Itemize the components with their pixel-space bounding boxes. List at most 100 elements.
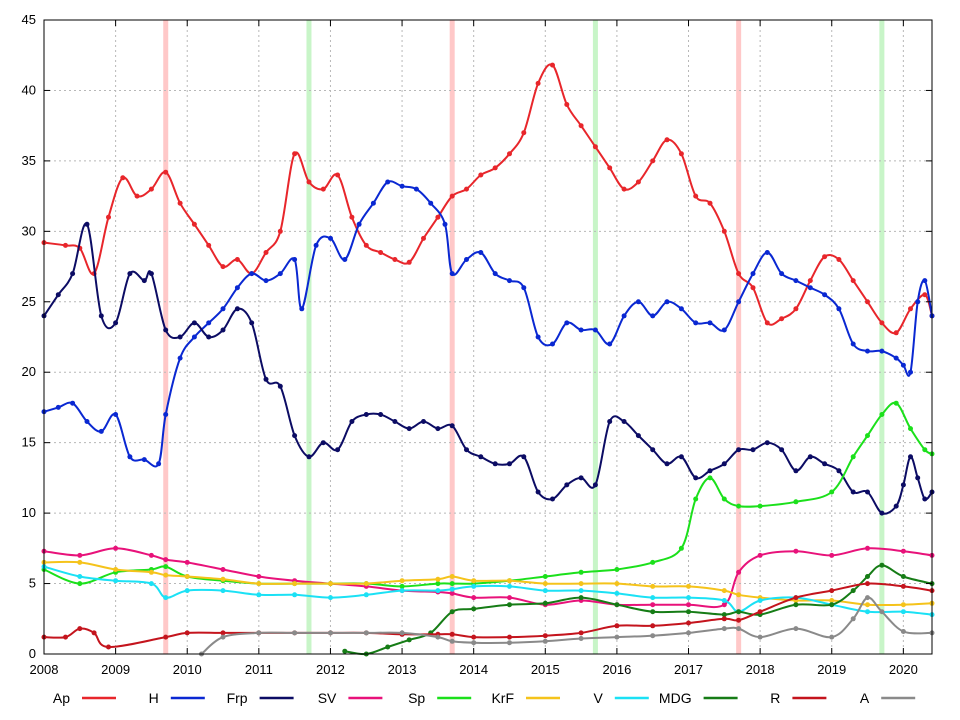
data-point-v-17 [578, 588, 584, 594]
data-point-frp-44 [664, 461, 670, 467]
data-point-sv-25 [829, 552, 835, 558]
data-point-sv-5 [184, 559, 190, 565]
data-point-frp-39 [592, 482, 598, 488]
y-tick-label-30: 30 [22, 223, 36, 238]
data-point-krf-11 [399, 578, 405, 584]
data-point-frp-22 [349, 419, 355, 424]
data-point-mdg-8 [542, 600, 548, 606]
data-point-ap-23 [378, 250, 384, 255]
data-point-ap-48 [736, 271, 742, 277]
data-point-frp-9 [163, 327, 169, 333]
data-point-frp-30 [464, 447, 469, 453]
data-point-a-5 [363, 630, 369, 636]
election-marker-5 [879, 20, 885, 654]
data-point-r-18 [578, 630, 584, 636]
data-point-v-9 [328, 595, 333, 601]
legend-label-h: H [149, 690, 159, 706]
data-point-frp-61 [900, 482, 906, 488]
data-point-ap-59 [893, 330, 899, 336]
data-point-ap-4 [106, 214, 111, 220]
legend-item-frp: Frp [227, 690, 294, 706]
data-point-h-28 [428, 200, 434, 206]
x-tick-label-2013: 2013 [388, 662, 417, 677]
data-point-v-21 [721, 598, 727, 603]
data-point-krf-26 [865, 602, 870, 608]
data-point-frp-47 [707, 468, 713, 474]
data-point-a-22 [865, 595, 870, 601]
data-point-r-25 [793, 595, 799, 601]
data-point-r-16 [507, 634, 512, 640]
data-point-krf-8 [292, 581, 298, 587]
data-point-krf-22 [736, 592, 742, 598]
y-tick-label-35: 35 [22, 153, 36, 168]
data-point-ap-15 [263, 250, 269, 255]
data-point-frp-2 [70, 271, 76, 277]
data-point-mdg-16 [793, 602, 799, 608]
data-point-frp-10 [177, 334, 183, 340]
data-point-ap-5 [120, 175, 126, 181]
data-point-r-17 [542, 633, 548, 639]
y-tick-label-5: 5 [29, 576, 36, 591]
data-point-ap-43 [664, 137, 670, 143]
data-point-sp-11 [399, 583, 405, 589]
x-tick-label-2020: 2020 [889, 662, 918, 677]
data-point-ap-6 [134, 193, 140, 199]
y-tick-label-15: 15 [22, 435, 36, 450]
data-point-krf-9 [328, 581, 333, 587]
data-point-r-26 [829, 588, 835, 594]
data-point-h-2 [70, 400, 76, 406]
data-point-sv-6 [220, 567, 226, 572]
data-point-krf-19 [650, 583, 656, 589]
data-point-h-55 [807, 285, 813, 291]
data-point-sp-24 [736, 503, 742, 509]
data-point-h-43 [635, 299, 641, 305]
y-tick-label-0: 0 [29, 646, 36, 661]
data-point-v-3 [148, 581, 154, 587]
data-point-sp-16 [542, 574, 548, 579]
data-point-a-7 [435, 634, 441, 640]
data-point-h-62 [900, 362, 906, 368]
data-point-r-24 [757, 609, 763, 615]
data-point-ap-40 [621, 186, 627, 192]
data-point-ap-41 [635, 179, 641, 185]
data-point-sp-12 [435, 581, 441, 587]
data-point-frp-62 [908, 454, 913, 460]
data-point-v-4 [163, 595, 169, 601]
data-point-h-10 [177, 355, 183, 361]
data-point-mdg-7 [507, 602, 512, 608]
data-point-mdg-10 [614, 602, 620, 608]
data-point-v-5 [184, 588, 190, 594]
data-point-krf-16 [542, 581, 548, 587]
data-point-h-39 [578, 327, 584, 333]
data-point-ap-24 [392, 257, 398, 262]
data-point-frp-57 [850, 489, 856, 495]
data-point-frp-32 [492, 461, 498, 467]
data-point-krf-12 [435, 576, 441, 582]
data-point-ap-8 [163, 169, 169, 175]
x-tick-label-2011: 2011 [245, 662, 273, 677]
data-point-frp-25 [392, 419, 398, 424]
data-point-ap-55 [836, 257, 842, 262]
data-point-a-13 [614, 634, 620, 640]
y-tick-label-20: 20 [22, 364, 36, 379]
data-point-h-44 [650, 313, 656, 319]
data-point-r-7 [220, 630, 226, 636]
data-point-sp-1 [77, 581, 83, 587]
data-point-h-6 [127, 454, 133, 460]
data-point-h-7 [141, 457, 147, 463]
data-point-ap-61 [922, 292, 928, 298]
data-point-v-18 [614, 590, 620, 596]
data-point-v-23 [757, 598, 763, 603]
x-tick-label-2019: 2019 [817, 662, 846, 677]
data-point-frp-50 [750, 447, 756, 453]
legend-item-krf: KrF [491, 690, 560, 706]
data-point-h-17 [277, 271, 283, 277]
data-point-krf-1 [77, 559, 83, 565]
data-point-ap-45 [693, 193, 699, 199]
data-point-h-26 [399, 183, 405, 189]
data-point-mdg-5 [449, 609, 455, 615]
data-point-frp-36 [550, 496, 555, 502]
data-point-frp-8 [148, 271, 154, 277]
data-point-h-41 [607, 341, 613, 347]
